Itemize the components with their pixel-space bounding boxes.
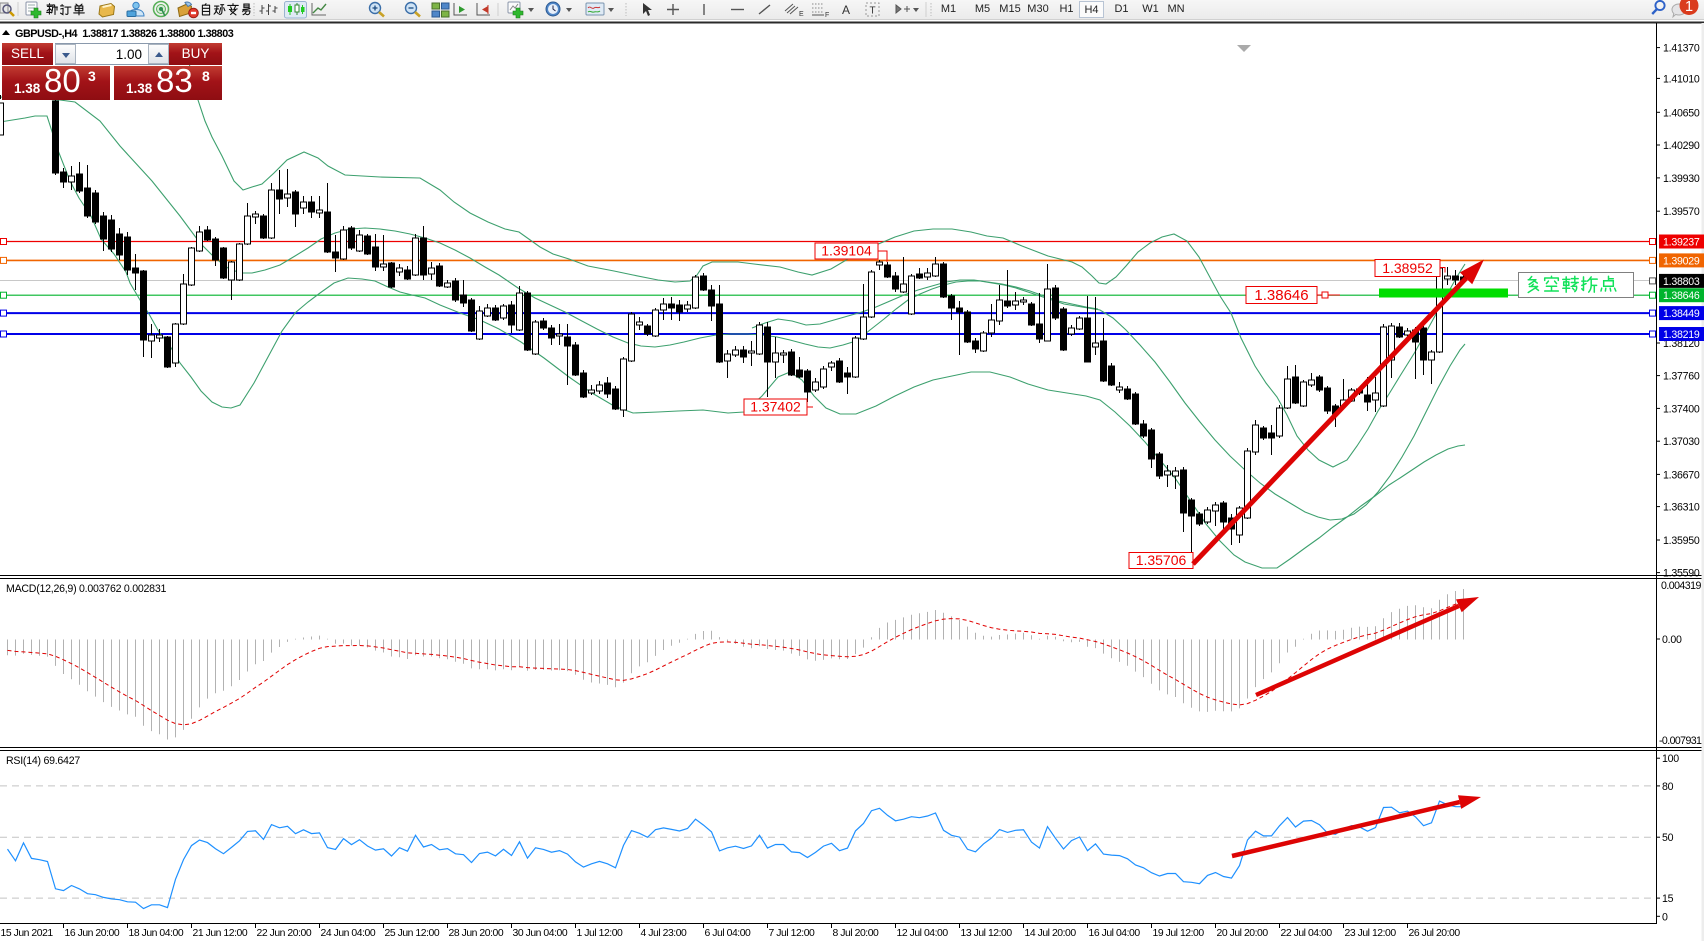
svg-text:RSI(14) 69.6427: RSI(14) 69.6427 [6,755,80,767]
svg-text:23 Jul 12:00: 23 Jul 12:00 [1345,928,1397,939]
svg-text:30 Jun 04:00: 30 Jun 04:00 [513,928,568,939]
svg-text:1.35950: 1.35950 [1663,535,1700,547]
svg-text:1.40290: 1.40290 [1663,140,1700,152]
svg-text:1: 1 [1685,0,1693,15]
svg-text:1.37760: 1.37760 [1663,371,1700,383]
svg-text:20 Jul 20:00: 20 Jul 20:00 [1217,928,1269,939]
svg-text:1.40650: 1.40650 [1663,107,1700,119]
svg-text:1.38646: 1.38646 [1663,290,1700,302]
svg-text:1.37030: 1.37030 [1663,436,1700,448]
svg-text:22 Jul 04:00: 22 Jul 04:00 [1281,928,1333,939]
svg-text:21 Jun 12:00: 21 Jun 12:00 [193,928,248,939]
svg-text:-0.007931: -0.007931 [1659,735,1702,747]
svg-text:4 Jul 23:00: 4 Jul 23:00 [641,928,688,939]
svg-text:1.39930: 1.39930 [1663,173,1700,185]
svg-text:E: E [799,11,804,18]
svg-text:1.39237: 1.39237 [1663,237,1700,249]
svg-text:1.38952: 1.38952 [1382,260,1433,276]
svg-text:1.37402: 1.37402 [750,399,801,415]
svg-text:16 Jun 20:00: 16 Jun 20:00 [65,928,120,939]
svg-text:14 Jul 20:00: 14 Jul 20:00 [1025,928,1077,939]
svg-text:MACD(12,26,9) 0.003762 0.00283: MACD(12,26,9) 0.003762 0.002831 [6,583,166,595]
svg-text:6 Jul 04:00: 6 Jul 04:00 [705,928,752,939]
svg-text:16 Jul 04:00: 16 Jul 04:00 [1089,928,1141,939]
svg-text:25 Jun 12:00: 25 Jun 12:00 [385,928,440,939]
svg-text:A: A [842,3,850,17]
svg-text:7 Jul 12:00: 7 Jul 12:00 [769,928,816,939]
svg-text:19 Jul 12:00: 19 Jul 12:00 [1153,928,1205,939]
svg-text:1.41370: 1.41370 [1663,43,1700,55]
svg-text:1.36310: 1.36310 [1663,502,1700,514]
svg-text:15 Jun 2021: 15 Jun 2021 [1,928,54,939]
svg-text:1.38449: 1.38449 [1663,308,1700,320]
svg-text:0.004319: 0.004319 [1661,580,1701,592]
svg-text:1.38219: 1.38219 [1663,329,1700,341]
svg-text:1.39104: 1.39104 [821,243,872,259]
svg-text:80: 80 [1662,781,1674,793]
svg-text:24 Jun 04:00: 24 Jun 04:00 [321,928,376,939]
svg-text:1.39570: 1.39570 [1663,206,1700,218]
svg-text:1.36670: 1.36670 [1663,469,1700,481]
svg-text:1.41010: 1.41010 [1663,73,1700,85]
svg-text:1.37400: 1.37400 [1663,403,1700,415]
svg-text:8 Jul 20:00: 8 Jul 20:00 [833,928,880,939]
svg-text:13 Jul 12:00: 13 Jul 12:00 [961,928,1013,939]
svg-text:0: 0 [1662,911,1668,923]
svg-text:1 Jul 12:00: 1 Jul 12:00 [577,928,624,939]
svg-text:1.38803: 1.38803 [1663,276,1700,288]
svg-text:0.00: 0.00 [1662,634,1682,646]
svg-text:T: T [870,6,876,17]
svg-text:50: 50 [1662,832,1674,844]
svg-text:18 Jun 04:00: 18 Jun 04:00 [129,928,184,939]
svg-text:15: 15 [1662,893,1674,905]
svg-text:1.35590: 1.35590 [1663,568,1700,580]
svg-text:12 Jul 04:00: 12 Jul 04:00 [897,928,949,939]
svg-text:100: 100 [1662,753,1679,765]
svg-text:28 Jun 20:00: 28 Jun 20:00 [449,928,504,939]
svg-text:22 Jun 20:00: 22 Jun 20:00 [257,928,312,939]
svg-text:1.39029: 1.39029 [1663,255,1700,267]
svg-text:1.35706: 1.35706 [1136,552,1187,568]
svg-text:26 Jul 20:00: 26 Jul 20:00 [1409,928,1461,939]
svg-text:1.38646: 1.38646 [1254,287,1308,304]
svg-text:F: F [825,12,829,19]
